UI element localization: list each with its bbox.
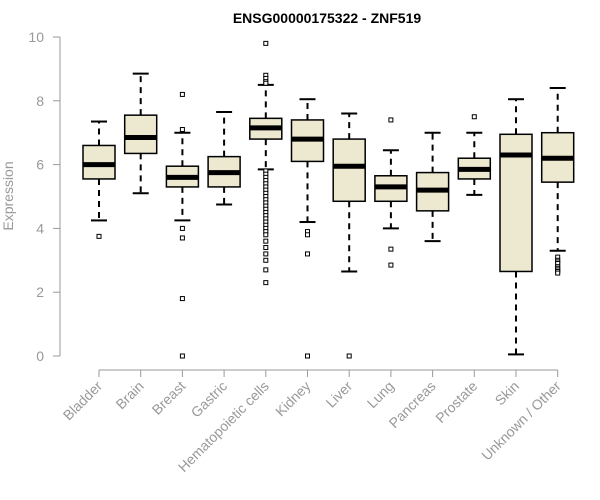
- outlier-point: [263, 80, 269, 86]
- x-tick-label: Breast: [149, 378, 189, 418]
- x-tick-label: Liver: [323, 378, 356, 411]
- x-tick-label: Unknown / Other: [478, 378, 564, 464]
- outlier-point: [346, 353, 352, 359]
- box-group-unknown-other: [540, 87, 575, 276]
- outlier-point: [305, 232, 310, 238]
- y-axis-label: Expression: [0, 161, 16, 230]
- outlier-point: [388, 117, 394, 123]
- outlier-point: [263, 245, 269, 251]
- outlier-point: [96, 233, 102, 239]
- outlier-point: [263, 251, 269, 257]
- outlier-point: [388, 246, 394, 252]
- box-group-hematopoietic-cells: [249, 40, 283, 286]
- iqr-box: [123, 114, 158, 155]
- box-group-breast: [165, 91, 200, 359]
- y-tick-label: 4: [36, 220, 44, 236]
- outlier-point: [179, 235, 185, 241]
- box-group-liver: [332, 112, 366, 359]
- box-group-prostate: [457, 114, 492, 196]
- y-tick-label: 2: [36, 284, 44, 300]
- x-tick-label: Prostate: [432, 378, 480, 426]
- x-tick-label: Bladder: [60, 378, 106, 424]
- box-group-brain: [123, 72, 158, 195]
- y-tick-label: 10: [28, 29, 44, 45]
- box-group-pancreas: [415, 131, 450, 243]
- box-series: [82, 40, 575, 359]
- box-group-bladder: [82, 120, 116, 239]
- outlier-point: [263, 257, 269, 263]
- outlier-point: [263, 232, 269, 238]
- outlier-point: [305, 251, 310, 257]
- x-tick-label: Kidney: [272, 378, 314, 420]
- outlier-point: [263, 40, 269, 46]
- outlier-point: [555, 270, 561, 276]
- outlier-point: [179, 225, 185, 231]
- x-tick-label: Lung: [364, 378, 397, 411]
- x-tick-label: Brain: [112, 378, 146, 412]
- box-group-lung: [374, 117, 408, 268]
- outlier-point: [263, 267, 269, 273]
- outlier-point: [263, 238, 269, 244]
- y-axis: 0 2 4 6 8 10: [28, 29, 61, 364]
- box-group-skin: [499, 98, 533, 356]
- y-tick-label: 8: [36, 93, 44, 109]
- outlier-point: [179, 296, 185, 302]
- y-tick-label: 0: [36, 348, 44, 364]
- chart-title: ENSG00000175322 - ZNF519: [233, 10, 422, 26]
- outlier-point: [305, 353, 310, 359]
- outlier-point: [263, 280, 269, 286]
- iqr-box: [332, 138, 366, 203]
- box-group-gastric: [207, 110, 241, 206]
- y-tick-label: 6: [36, 157, 44, 173]
- box-group-kidney: [290, 98, 325, 359]
- outlier-point: [179, 91, 185, 97]
- x-tick-label: Skin: [492, 378, 523, 409]
- outlier-point: [179, 353, 185, 359]
- outlier-point: [388, 262, 394, 268]
- outlier-point: [179, 127, 185, 133]
- outlier-point: [471, 114, 477, 120]
